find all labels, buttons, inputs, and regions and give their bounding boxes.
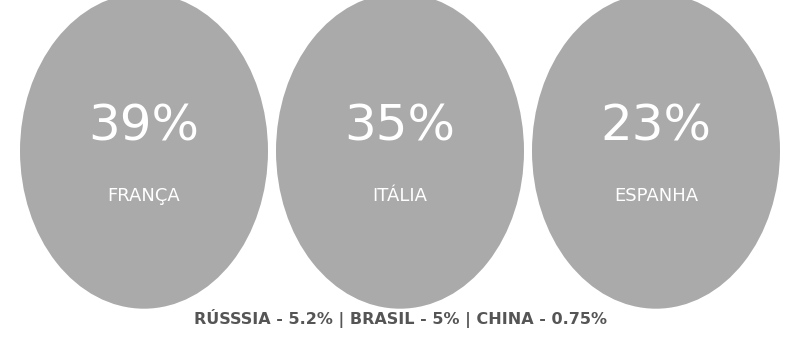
Text: 35%: 35%	[345, 103, 455, 151]
Ellipse shape	[20, 0, 268, 309]
Text: RÚSSSIA - 5.2% | BRASIL - 5% | CHINA - 0.75%: RÚSSSIA - 5.2% | BRASIL - 5% | CHINA - 0…	[194, 309, 606, 329]
Ellipse shape	[532, 0, 780, 309]
Text: ESPANHA: ESPANHA	[614, 187, 698, 204]
Text: 39%: 39%	[89, 103, 199, 151]
Text: ITÁLIA: ITÁLIA	[373, 187, 427, 204]
Text: FRANÇA: FRANÇA	[108, 187, 180, 204]
Ellipse shape	[276, 0, 524, 309]
Text: 23%: 23%	[601, 103, 711, 151]
